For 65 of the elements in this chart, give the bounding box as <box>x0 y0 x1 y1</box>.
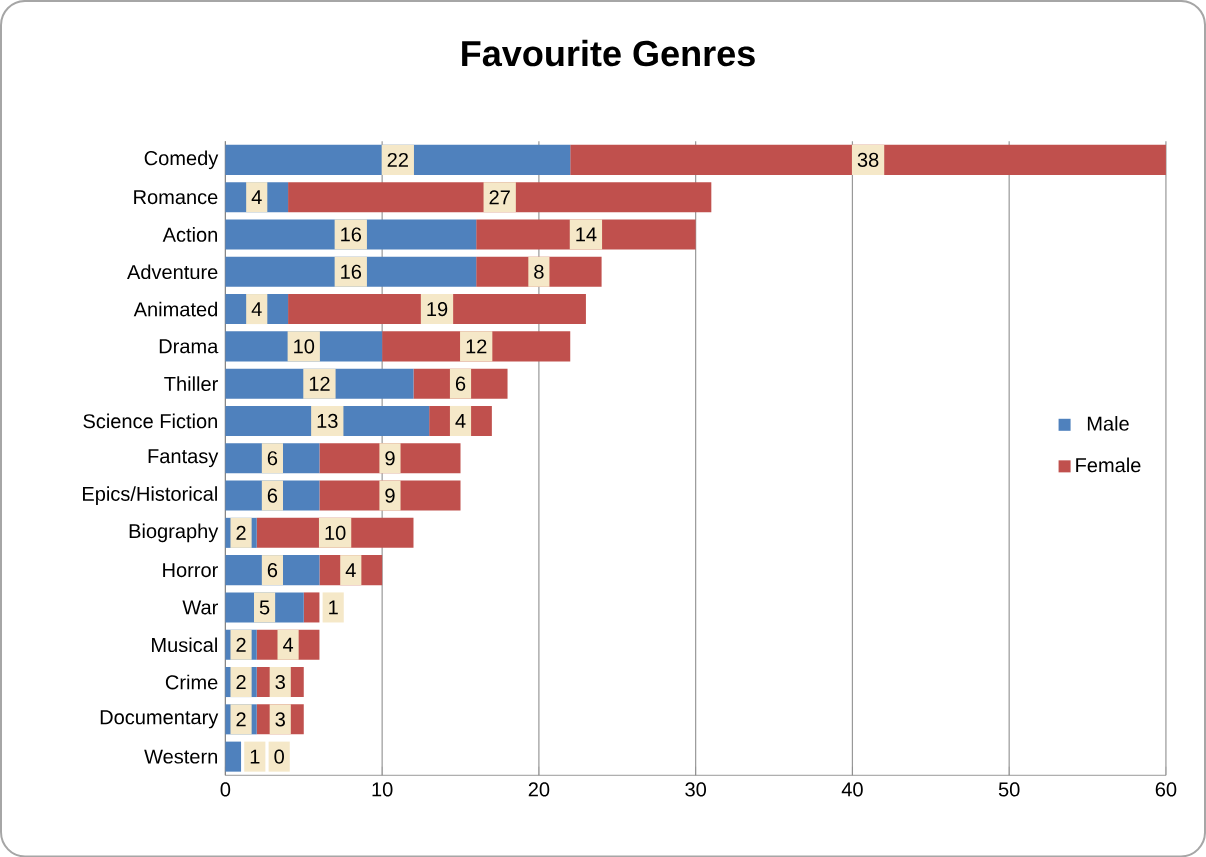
legend-label: Female <box>1076 457 1141 473</box>
data-label: 4 <box>251 190 262 204</box>
data-label: 14 <box>576 227 597 242</box>
y-tick-label: Action <box>162 226 217 242</box>
chart-title: Favourite Genres <box>462 39 755 67</box>
data-label: 3 <box>275 712 285 727</box>
data-label: 27 <box>489 189 510 204</box>
x-tick-label: 50 <box>998 782 1020 797</box>
data-label: 10 <box>294 339 315 354</box>
y-tick-label: Science Fiction <box>83 413 217 429</box>
y-tick-label: Biography <box>129 523 219 542</box>
data-label: 12 <box>309 376 330 391</box>
data-label: 13 <box>317 413 338 428</box>
data-label: 16 <box>341 227 362 242</box>
y-tick-label: Romance <box>134 189 218 204</box>
data-label: 2 <box>236 674 246 689</box>
y-tick-label: Animated <box>133 301 218 317</box>
data-label: 9 <box>385 488 395 503</box>
y-tick-label: Comedy <box>144 150 219 169</box>
data-label: 19 <box>427 301 448 316</box>
y-tick-label: Crime <box>165 674 218 690</box>
y-tick-label: Epics/Historical <box>83 486 217 505</box>
data-label: 4 <box>251 301 262 316</box>
y-tick-label: Horror <box>163 562 218 577</box>
y-tick-label: Documentary <box>100 710 219 729</box>
y-tick-label: Drama <box>159 339 219 354</box>
data-label: 5 <box>259 600 270 615</box>
data-label: 8 <box>534 264 544 279</box>
data-label: 16 <box>341 264 362 279</box>
data-label: 6 <box>267 488 278 503</box>
data-label: 38 <box>857 152 879 167</box>
data-label: 6 <box>455 376 466 391</box>
x-tick-label: 40 <box>841 782 863 797</box>
data-label: 2 <box>236 637 246 652</box>
data-label: 9 <box>385 450 395 466</box>
data-label: 2 <box>236 712 246 727</box>
data-label: 12 <box>466 339 487 354</box>
y-tick-label: Musical <box>152 637 217 652</box>
data-label: 22 <box>387 152 408 167</box>
y-tick-label: Fantasy <box>148 449 219 468</box>
data-label: 6 <box>267 450 278 466</box>
bar <box>288 181 712 212</box>
data-label: 1 <box>329 600 338 615</box>
data-label: 1 <box>250 749 260 764</box>
data-label: 3 <box>275 674 285 689</box>
data-label: 0 <box>274 749 284 764</box>
y-tick-label: War <box>182 600 218 615</box>
x-tick-label: 20 <box>528 782 550 797</box>
x-tick-label: 10 <box>372 782 393 797</box>
data-label: 6 <box>267 562 278 578</box>
data-label: 10 <box>325 525 346 540</box>
data-label: 2 <box>236 525 246 540</box>
y-tick-label: Adventure <box>127 264 218 279</box>
data-label: 4 <box>282 637 294 652</box>
data-label: 4 <box>345 563 356 577</box>
x-tick-label: 30 <box>685 782 707 797</box>
bar <box>570 144 1166 175</box>
x-tick-label: 60 <box>1155 782 1177 797</box>
x-tick-label: 0 <box>220 782 231 797</box>
bar <box>288 293 586 324</box>
data-label: 4 <box>455 413 466 428</box>
bar <box>225 144 571 175</box>
y-tick-label: Western <box>144 749 217 764</box>
legend-label: Male <box>1087 415 1129 431</box>
y-tick-label: Thiller <box>164 376 218 391</box>
